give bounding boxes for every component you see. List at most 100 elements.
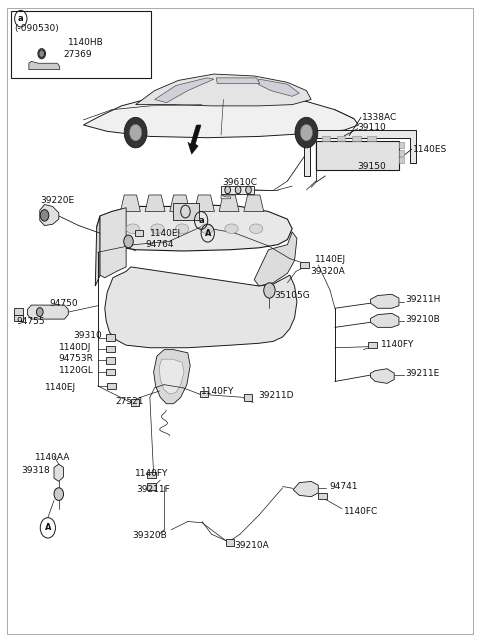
- Circle shape: [300, 125, 312, 141]
- Text: 1140AA: 1140AA: [35, 453, 71, 462]
- Text: 94755: 94755: [16, 317, 45, 325]
- Polygon shape: [244, 195, 264, 211]
- Ellipse shape: [126, 224, 139, 234]
- Circle shape: [295, 117, 318, 148]
- Polygon shape: [105, 267, 297, 348]
- Ellipse shape: [151, 224, 164, 234]
- Text: 94753R: 94753R: [59, 354, 94, 363]
- Text: 39220E: 39220E: [40, 196, 74, 205]
- Bar: [352, 136, 360, 141]
- Bar: [173, 203, 199, 220]
- Text: 94741: 94741: [329, 482, 358, 491]
- Text: 1140DJ: 1140DJ: [59, 343, 91, 352]
- Circle shape: [36, 308, 43, 317]
- Polygon shape: [371, 294, 399, 308]
- Ellipse shape: [250, 224, 263, 234]
- Polygon shape: [100, 208, 126, 278]
- Circle shape: [225, 186, 230, 194]
- Text: 39211H: 39211H: [405, 295, 441, 304]
- Bar: [316, 141, 399, 169]
- Circle shape: [246, 186, 252, 194]
- Text: 1120GL: 1120GL: [59, 365, 94, 374]
- Ellipse shape: [200, 224, 214, 234]
- Text: a: a: [18, 14, 24, 23]
- Bar: [147, 472, 156, 478]
- Polygon shape: [304, 130, 416, 176]
- Bar: [106, 334, 115, 341]
- Bar: [147, 483, 156, 490]
- Polygon shape: [159, 359, 184, 394]
- Bar: [135, 230, 143, 236]
- Text: 1140ES: 1140ES: [413, 144, 447, 153]
- Polygon shape: [154, 350, 190, 404]
- Polygon shape: [170, 195, 190, 211]
- Polygon shape: [155, 78, 214, 103]
- Bar: [399, 150, 404, 155]
- Text: A: A: [204, 229, 211, 238]
- Text: 1140EJ: 1140EJ: [315, 256, 346, 265]
- Bar: [14, 308, 23, 315]
- Text: 1140FY: 1140FY: [201, 386, 234, 395]
- Bar: [367, 136, 376, 141]
- Bar: [107, 383, 116, 389]
- Text: 1140EJ: 1140EJ: [45, 383, 76, 392]
- Circle shape: [264, 283, 275, 298]
- Ellipse shape: [176, 224, 189, 234]
- Circle shape: [54, 488, 63, 501]
- Text: 1338AC: 1338AC: [362, 113, 397, 122]
- Text: 39211F: 39211F: [137, 485, 170, 494]
- Circle shape: [38, 49, 46, 59]
- Bar: [337, 136, 345, 141]
- Text: 39320B: 39320B: [132, 531, 167, 540]
- Text: 39310: 39310: [73, 331, 102, 340]
- Text: 1140FY: 1140FY: [135, 469, 168, 478]
- Text: 94750: 94750: [49, 299, 78, 308]
- Polygon shape: [254, 232, 297, 286]
- Bar: [318, 493, 327, 499]
- Text: 27521: 27521: [116, 397, 144, 406]
- Polygon shape: [136, 74, 311, 106]
- Text: 94764: 94764: [145, 240, 174, 249]
- Polygon shape: [40, 205, 59, 225]
- Circle shape: [124, 235, 133, 248]
- Polygon shape: [216, 78, 260, 83]
- Ellipse shape: [225, 224, 238, 234]
- Polygon shape: [194, 195, 215, 211]
- Polygon shape: [293, 482, 318, 497]
- Text: 39211D: 39211D: [258, 391, 294, 400]
- Text: 39318: 39318: [22, 466, 50, 475]
- Bar: [399, 142, 404, 148]
- Polygon shape: [371, 369, 394, 383]
- Polygon shape: [120, 195, 140, 211]
- Circle shape: [235, 186, 241, 194]
- Text: 39150: 39150: [358, 162, 386, 171]
- Bar: [322, 136, 330, 141]
- Bar: [226, 539, 234, 546]
- Bar: [12, 11, 151, 78]
- Text: 39210B: 39210B: [405, 315, 440, 324]
- Bar: [368, 342, 377, 349]
- Polygon shape: [188, 125, 201, 154]
- Polygon shape: [96, 216, 100, 286]
- Polygon shape: [54, 464, 63, 482]
- Polygon shape: [221, 186, 254, 194]
- Text: 35105G: 35105G: [274, 291, 310, 300]
- Polygon shape: [371, 313, 399, 327]
- Polygon shape: [27, 305, 68, 319]
- Polygon shape: [29, 62, 60, 69]
- Circle shape: [39, 50, 45, 58]
- Text: a: a: [198, 216, 204, 225]
- Text: 1140FY: 1140FY: [382, 340, 415, 349]
- Bar: [399, 157, 404, 163]
- Bar: [106, 346, 115, 352]
- Bar: [131, 399, 139, 406]
- Polygon shape: [145, 195, 165, 211]
- Text: 39211E: 39211E: [405, 369, 439, 377]
- Circle shape: [130, 125, 142, 141]
- Bar: [106, 358, 115, 363]
- Bar: [200, 391, 208, 397]
- Bar: [300, 262, 309, 268]
- Bar: [106, 369, 115, 375]
- Text: 39110: 39110: [358, 123, 386, 132]
- Polygon shape: [219, 195, 239, 211]
